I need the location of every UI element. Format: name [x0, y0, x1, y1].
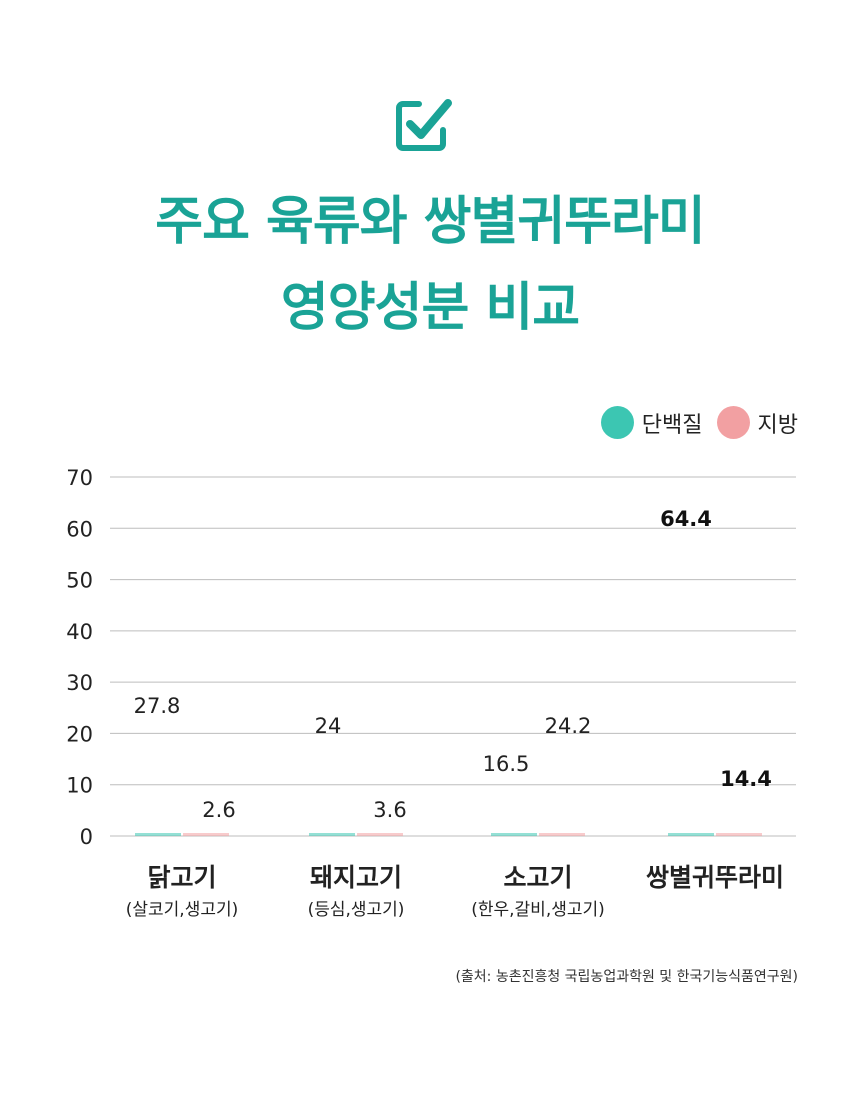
x-category-label: 소고기 — [503, 863, 572, 892]
legend-swatch-fat — [716, 406, 750, 439]
y-tick-label: 40 — [66, 620, 93, 644]
page-title-line2: 영양성분 비교 — [280, 278, 580, 338]
data-label: 24 — [315, 714, 342, 738]
legend-swatch-protein — [600, 406, 634, 439]
data-label: 64.4 — [660, 507, 712, 531]
bar — [491, 833, 537, 836]
data-label: 2.6 — [202, 798, 235, 822]
x-category-label: 쌍별귀뚜라미 — [646, 863, 784, 892]
data-label: 24.2 — [545, 714, 592, 738]
legend-item-protein: 단백질 — [600, 406, 703, 439]
legend-label-protein: 단백질 — [641, 412, 703, 438]
page-title-line1: 주요 육류와 쌍별귀뚜라미 — [155, 192, 705, 252]
y-tick-label: 60 — [66, 517, 93, 541]
bar — [135, 833, 181, 836]
bar — [668, 833, 714, 836]
y-tick-label: 0 — [80, 825, 93, 849]
checkbox-check-icon — [396, 99, 452, 151]
y-tick-label: 20 — [66, 722, 93, 746]
data-label: 27.8 — [134, 694, 181, 718]
bar — [539, 833, 585, 836]
legend-item-fat: 지방 — [716, 406, 798, 439]
x-category-sublabel: (한우,갈비,생고기) — [471, 900, 605, 920]
bar-chart: 0 10 20 30 40 50 60 70 27.8 2.6 닭고기 (살코기,생고기) 24 3.6 돼… — [66, 466, 796, 920]
y-tick-label: 70 — [66, 466, 93, 490]
legend-label-fat: 지방 — [757, 412, 798, 438]
x-category-label: 닭고기 — [147, 863, 216, 892]
data-label: 3.6 — [373, 798, 406, 822]
x-category-sublabel: (등심,생고기) — [308, 900, 405, 920]
y-tick-label: 30 — [66, 671, 93, 695]
bar — [183, 833, 229, 836]
x-category-sublabel: (살코기,생고기) — [126, 900, 239, 920]
data-label: 14.4 — [720, 767, 772, 791]
source-note: (출처: 농촌진흥청 국립농업과학원 및 한국기능식품연구원) — [455, 969, 798, 985]
chart-legend: 단백질 지방 — [600, 406, 798, 439]
data-label: 16.5 — [483, 752, 530, 776]
bar — [357, 833, 403, 836]
bar — [716, 833, 762, 836]
x-category-label: 돼지고기 — [310, 863, 402, 892]
y-tick-label: 10 — [66, 774, 93, 798]
y-tick-label: 50 — [66, 569, 93, 593]
bar — [309, 833, 355, 836]
